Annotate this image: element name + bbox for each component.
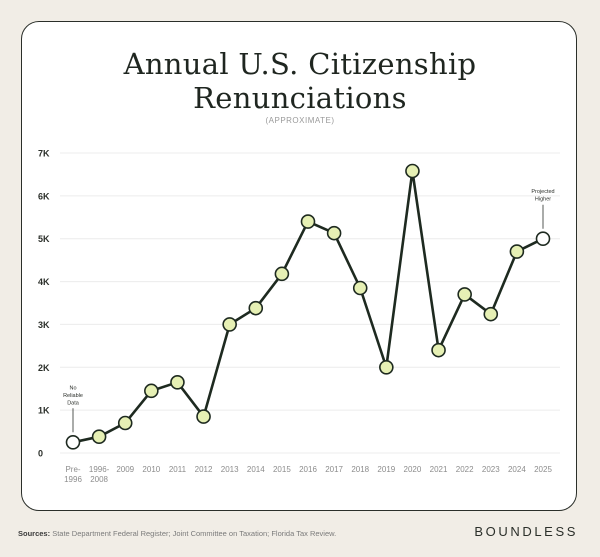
brand-logo: BOUNDLESS — [474, 524, 578, 539]
x-tick-label-18: 2025 — [534, 465, 552, 474]
data-point-7 — [248, 300, 264, 316]
data-point-0 — [65, 434, 81, 450]
y-tick-label-0: 0 — [38, 449, 43, 459]
x-tick-label-5: 2012 — [195, 465, 213, 474]
data-point-14 — [431, 342, 446, 358]
annotation-text-1-1: Higher — [535, 197, 551, 203]
chart-title: Annual U.S. Citizenship Renunciations — [0, 47, 600, 115]
x-tick-label-6: 2013 — [221, 465, 239, 474]
x-tick-label-1: 1996- — [89, 465, 110, 474]
data-point-17 — [509, 244, 525, 259]
y-tick-label-1: 1K — [38, 406, 50, 416]
sources-text: State Department Federal Register; Joint… — [50, 529, 337, 538]
data-point-4 — [170, 374, 185, 390]
x-tick-label-1-line2: 2008 — [90, 475, 108, 484]
x-tick-label-12: 2019 — [377, 465, 395, 474]
y-tick-label-7: 7K — [38, 149, 50, 159]
x-tick-label-7: 2014 — [247, 465, 265, 474]
data-point-5 — [196, 409, 211, 424]
data-point-3 — [144, 383, 159, 399]
y-tick-label-3: 3K — [38, 320, 50, 330]
x-tick-label-13: 2020 — [404, 465, 422, 474]
data-point-1 — [91, 429, 107, 445]
title-line-2: Renunciations — [193, 81, 407, 115]
series-line — [72, 169, 544, 444]
x-tick-label-4: 2011 — [169, 465, 187, 474]
data-point-6 — [222, 317, 237, 332]
y-tick-label-6: 6K — [38, 191, 50, 201]
sources-label: Sources: — [18, 529, 51, 538]
chart-subtitle: (APPROXIMATE) — [265, 116, 335, 125]
x-tick-label-2: 2009 — [116, 465, 134, 474]
y-tick-label-2: 2K — [38, 363, 50, 373]
title-line-1: Annual U.S. Citizenship — [123, 47, 477, 81]
x-tick-label-15: 2022 — [456, 465, 474, 474]
data-point-2 — [117, 415, 133, 431]
data-point-10 — [326, 225, 342, 241]
sources-note: Sources: State Department Federal Regist… — [18, 529, 336, 538]
data-point-11 — [352, 280, 368, 296]
annotation-text-0-1: Reliable — [63, 393, 83, 399]
x-tick-label-8: 2015 — [273, 465, 291, 474]
annotation-text-1-0: Projected — [531, 189, 554, 195]
annotation-text-0-2: Data — [67, 400, 80, 406]
data-point-18 — [535, 231, 551, 247]
y-tick-label-5: 5K — [38, 234, 50, 244]
x-tick-label-9: 2016 — [299, 465, 317, 474]
data-point-8 — [274, 266, 290, 282]
x-tick-label-11: 2018 — [351, 465, 369, 474]
x-tick-label-0: Pre- — [65, 465, 80, 474]
x-tick-label-17: 2024 — [508, 465, 526, 474]
data-point-12 — [379, 359, 394, 375]
x-tick-label-0-line2: 1996 — [64, 475, 82, 484]
x-tick-label-10: 2017 — [325, 465, 343, 474]
data-point-16 — [483, 306, 499, 322]
data-point-15 — [457, 287, 472, 302]
x-tick-label-16: 2023 — [482, 465, 500, 474]
x-tick-label-14: 2021 — [430, 465, 448, 474]
x-tick-label-3: 2010 — [142, 465, 160, 474]
data-point-13 — [405, 163, 420, 179]
data-point-9 — [300, 214, 316, 229]
annotation-text-0-0: No — [69, 385, 76, 391]
y-tick-label-4: 4K — [38, 277, 50, 287]
